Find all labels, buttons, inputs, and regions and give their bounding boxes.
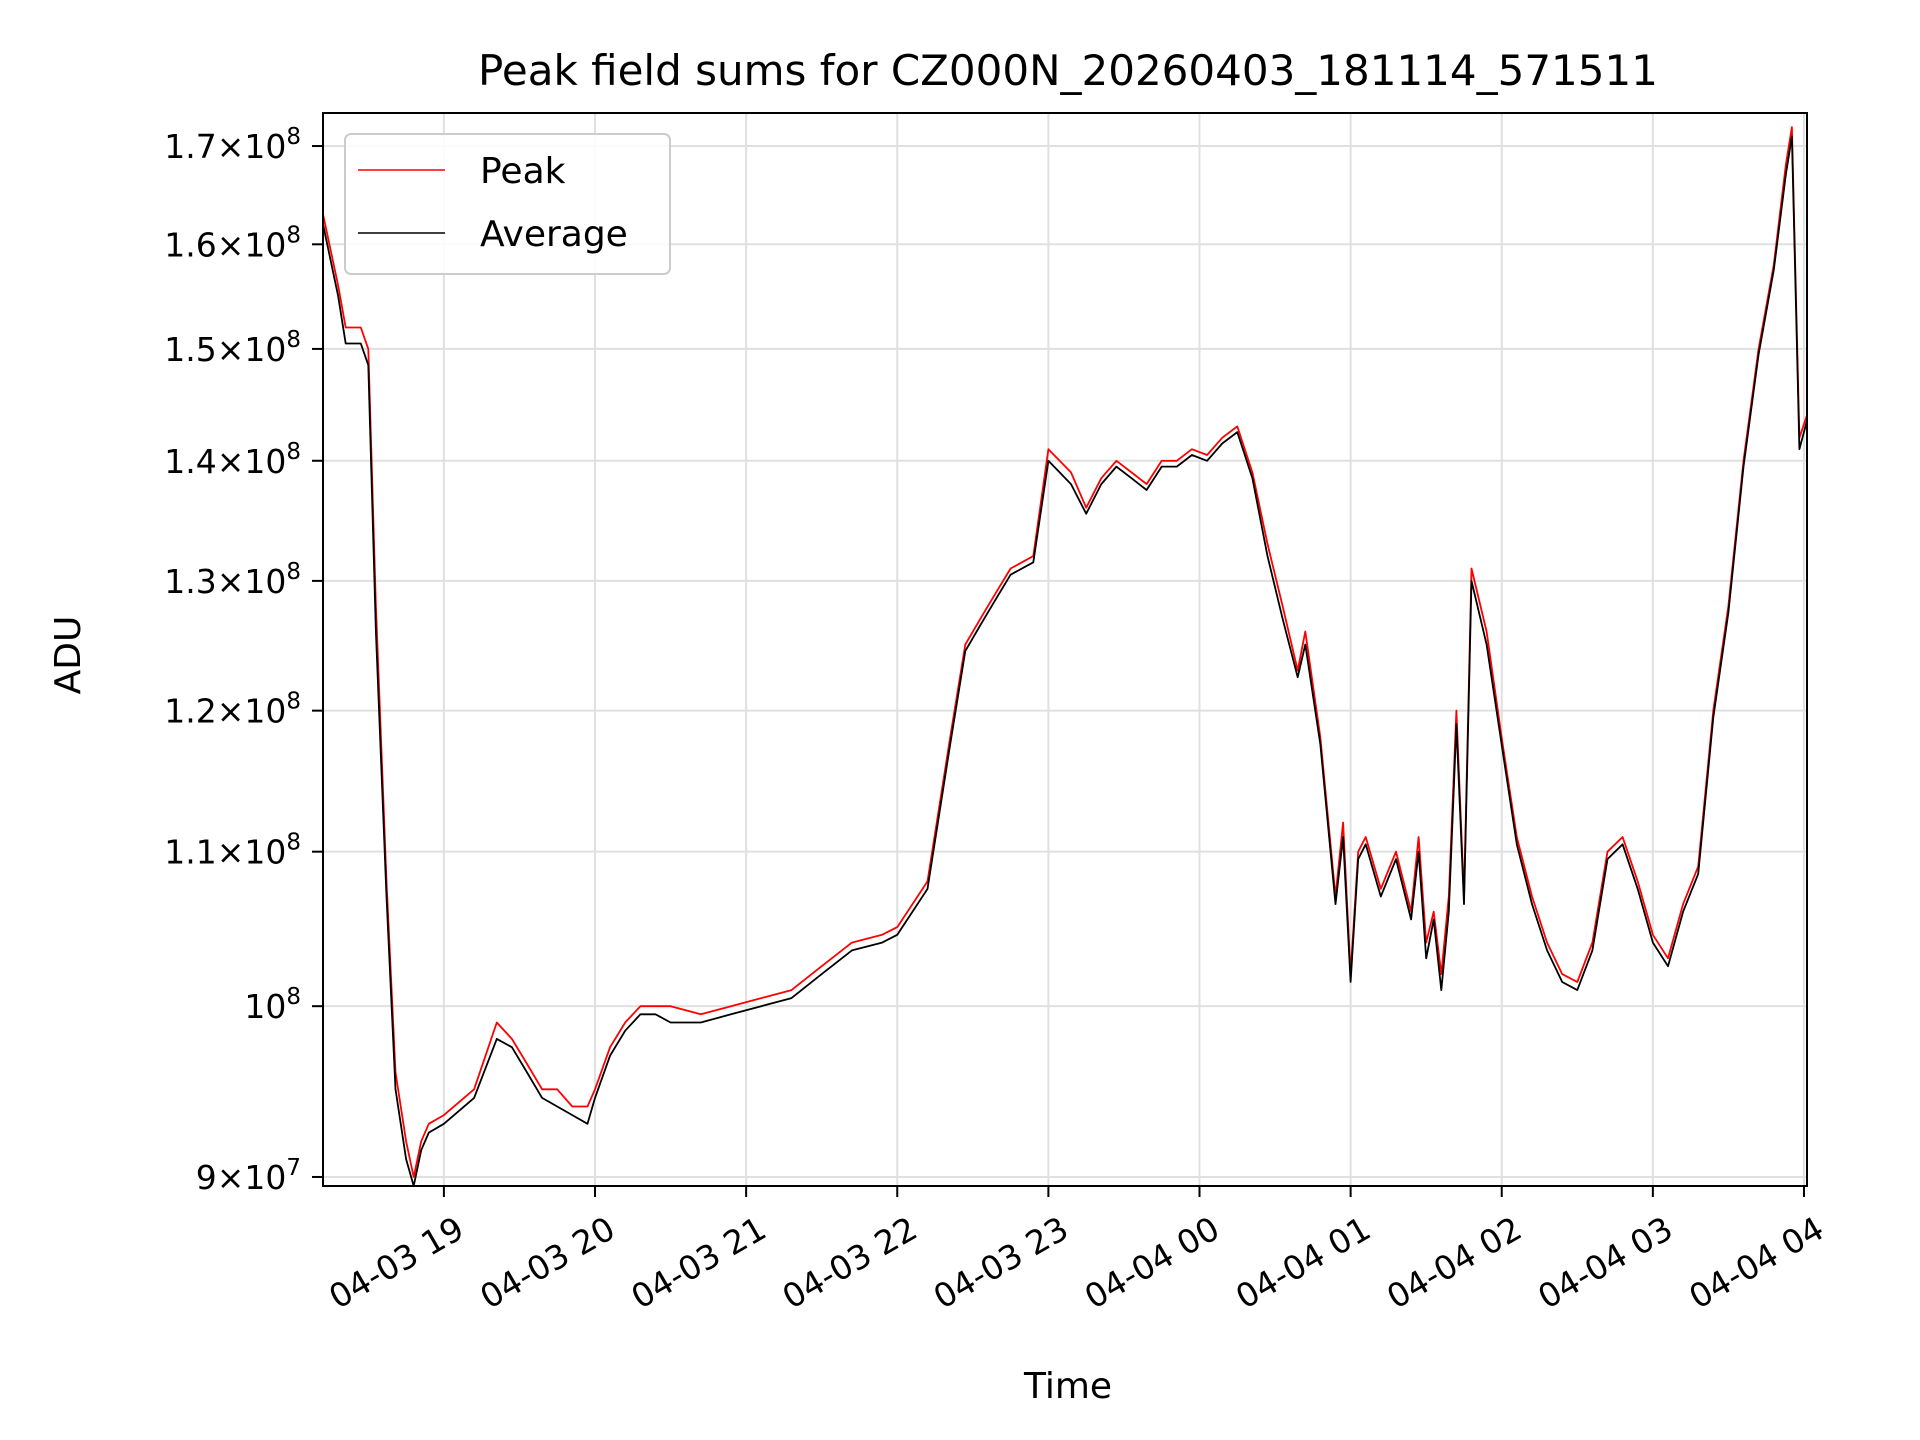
y-tick-label: 1.4×108 — [164, 439, 301, 481]
legend: Peak Average — [344, 133, 671, 275]
y-axis-label: ADU — [48, 616, 89, 695]
legend-box — [344, 133, 671, 275]
grid-lines — [323, 113, 1807, 1186]
y-tick-label: 1.5×108 — [164, 327, 301, 369]
y-tick-label: 9×107 — [196, 1155, 301, 1197]
y-tick-label: 1.1×108 — [164, 830, 301, 872]
series-line-average — [322, 135, 1808, 1187]
legend-label-peak: Peak — [480, 151, 566, 192]
y-tick-label: 1.2×108 — [164, 689, 301, 731]
chart-title: Peak field sums for CZ000N_20260403_1811… — [478, 46, 1658, 95]
y-tick-label: 108 — [244, 984, 301, 1026]
y-tick-label: 1.3×108 — [164, 559, 301, 601]
y-tick-label: 1.6×108 — [164, 222, 301, 264]
y-tick-label: 1.7×108 — [164, 124, 301, 166]
legend-label-average: Average — [480, 214, 628, 255]
series-lines — [322, 126, 1808, 1187]
y-axis-ticks: 9×107 108 1.1×108 1.2×108 1.3×108 1.4×108 1.5×… — [164, 124, 323, 1197]
plot-frame — [322, 112, 1808, 1187]
x-axis-label: Time — [1023, 1366, 1112, 1407]
series-line-peak — [322, 126, 1808, 1178]
